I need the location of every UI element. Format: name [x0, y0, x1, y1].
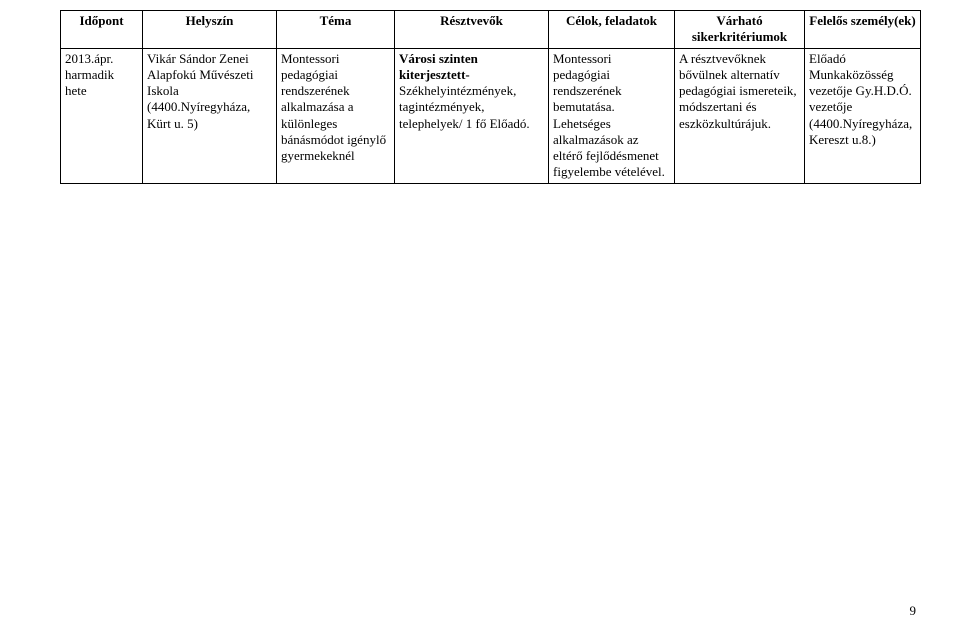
col-header-varhato: Várható sikerkritériumok [675, 11, 805, 49]
cell-helyszin: Vikár Sándor Zenei Alapfokú Művészeti Is… [143, 48, 277, 183]
cell-felelos: Előadó Munkaközösség vezetője Gy.H.D.Ó. … [805, 48, 921, 183]
col-header-tema: Téma [277, 11, 395, 49]
page-number: 9 [910, 603, 917, 619]
table-row: 2013.ápr. harmadik hete Vikár Sándor Zen… [61, 48, 921, 183]
col-header-resztvevok: Résztvevők [395, 11, 549, 49]
table-header-row: Időpont Helyszín Téma Résztvevők Célok, … [61, 11, 921, 49]
cell-resztvevok: Városi szinten kiterjesztett- Székhelyin… [395, 48, 549, 183]
cell-tema: Montessori pedagógiai rendszerének alkal… [277, 48, 395, 183]
col-header-helyszin: Helyszín [143, 11, 277, 49]
cell-varhato: A résztvevőknek bővülnek alternatív peda… [675, 48, 805, 183]
cell-resztvevok-rest: Székhelyintézmények, tagintézmények, tel… [399, 83, 530, 131]
cell-idopont: 2013.ápr. harmadik hete [61, 48, 143, 183]
cell-celok: Montessori pedagógiai rendszerének bemut… [549, 48, 675, 183]
page-container: Időpont Helyszín Téma Résztvevők Célok, … [0, 0, 960, 631]
col-header-felelos: Felelős személy(ek) [805, 11, 921, 49]
cell-resztvevok-bold: Városi szinten kiterjesztett- [399, 51, 478, 82]
col-header-celok: Célok, feladatok [549, 11, 675, 49]
schedule-table: Időpont Helyszín Téma Résztvevők Célok, … [60, 10, 921, 184]
col-header-idopont: Időpont [61, 11, 143, 49]
